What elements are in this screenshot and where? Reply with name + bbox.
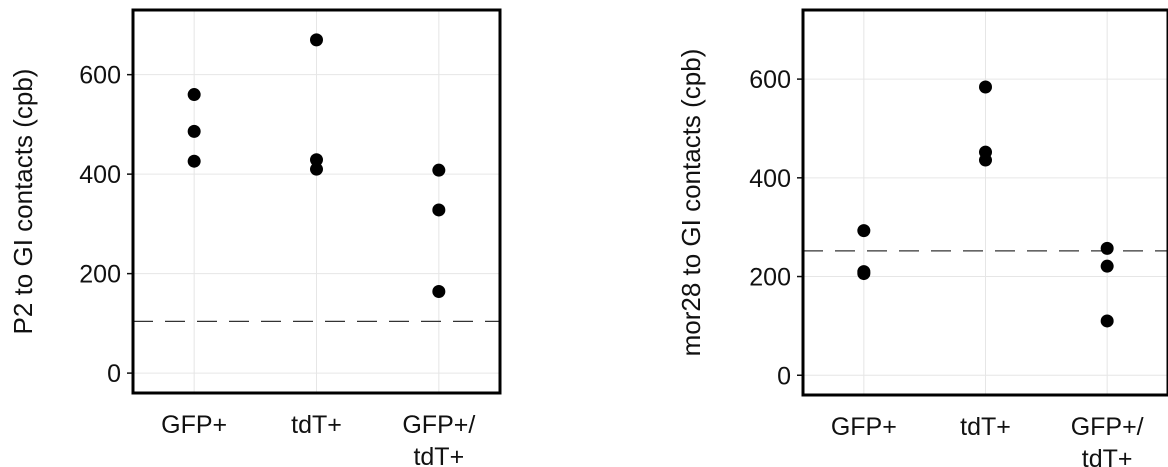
mor28-plot-frame <box>801 8 1168 397</box>
p2-xtick-label: tdT+ <box>291 411 342 439</box>
mor28-data-point <box>979 80 992 94</box>
mor28-data-point <box>1100 259 1114 273</box>
mor28-xtick-label: tdT+ <box>1082 445 1133 467</box>
mor28-data-point <box>1100 241 1114 255</box>
p2-data-point <box>310 162 323 176</box>
p2-ytick-label: 400 <box>79 161 121 189</box>
p2-data-point <box>432 285 446 299</box>
mor28-data-point <box>857 267 871 281</box>
p2-data-point <box>187 154 201 168</box>
mor28-ytick-label: 0 <box>777 362 791 390</box>
mor28-ytick-label: 200 <box>749 264 791 292</box>
mor28-ytick-label: 600 <box>749 66 791 94</box>
p2-xtick-label: GFP+ <box>161 411 227 439</box>
p2-ytick-label: 600 <box>79 62 121 90</box>
p2-data-point <box>310 153 323 167</box>
p2-data-point <box>432 203 446 217</box>
p2-y-axis-label: P2 to GI contacts (cpb) <box>8 69 38 335</box>
mor28-data-point <box>857 224 871 238</box>
mor28-data-point <box>1100 314 1114 328</box>
p2-xtick-label: GFP+/ <box>402 411 475 439</box>
mor28-ytick-label: 400 <box>749 165 791 193</box>
p2-data-point <box>187 124 201 138</box>
p2-ytick-label: 200 <box>79 261 121 289</box>
mor28-xtick-label: tdT+ <box>960 413 1011 441</box>
mor28-y-axis-label: mor28 to GI contacts (cpb) <box>676 49 706 357</box>
p2-xtick-label: tdT+ <box>413 443 464 467</box>
p2-data-point <box>187 88 201 102</box>
panel-p2: 0 200 400 600 GFP+ tdT+ GFP+/ tdT+ P2 to GI cont… <box>8 8 502 467</box>
mor28-xtick-label: GFP+ <box>831 413 897 441</box>
p2-data-point <box>432 163 446 177</box>
mor28-data-point <box>979 153 992 167</box>
panel-mor28: 0 200 400 600 GFP+ tdT+ GFP+/ tdT+ mor28 to GI c… <box>676 8 1168 467</box>
mor28-xtick-label: GFP+/ <box>1071 413 1144 441</box>
p2-plot-frame <box>131 8 502 395</box>
p2-data-point <box>310 33 323 47</box>
p2-ytick-label: 0 <box>107 360 121 388</box>
